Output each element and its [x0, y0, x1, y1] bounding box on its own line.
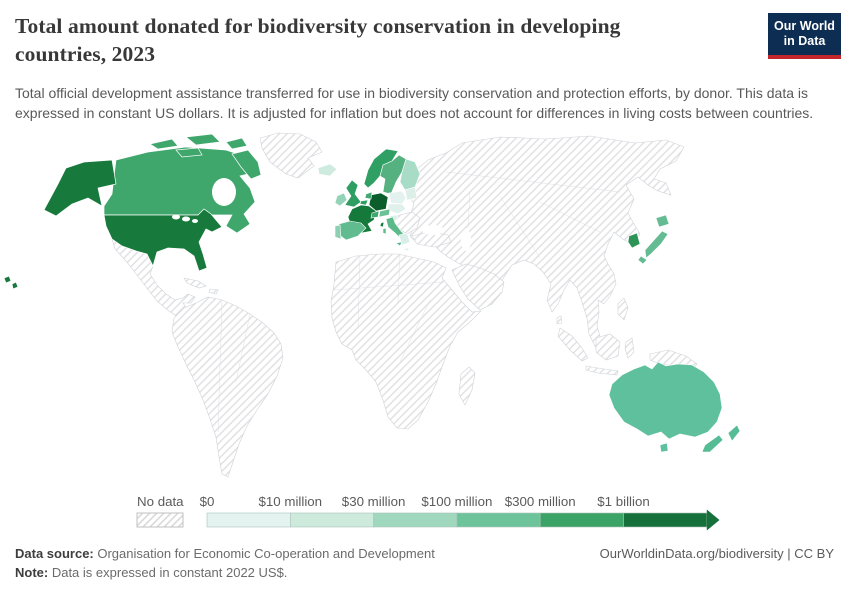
legend-tick-3: $100 million: [421, 494, 492, 509]
country-japan[interactable]: [637, 214, 670, 265]
country-finland[interactable]: [399, 158, 421, 191]
great-lakes: [172, 214, 198, 223]
country-canada-arctic-3: [225, 137, 248, 150]
region-cuba-nodata: [183, 277, 207, 289]
note-value: Data is expressed in constant 2022 US$.: [48, 565, 288, 580]
owid-logo[interactable]: Our World in Data: [768, 13, 841, 59]
country-canada-group[interactable]: [103, 133, 262, 234]
country-canada-baffin: [231, 149, 262, 180]
country-australia[interactable]: [608, 361, 723, 440]
legend-bin-2[interactable]: [373, 512, 458, 528]
data-source-value: Organisation for Economic Co-operation a…: [93, 546, 435, 561]
caspian-sea: [461, 229, 471, 251]
region-greenland-nodata: [259, 132, 323, 179]
footer-note: Note: Data is expressed in constant 2022…: [15, 565, 287, 580]
region-philippines-nodata: [617, 297, 629, 321]
legend-bin-0[interactable]: [206, 512, 291, 528]
country-south-korea[interactable]: [627, 232, 641, 249]
legend-bin-3[interactable]: [456, 512, 541, 528]
country-switzerland[interactable]: [370, 210, 380, 219]
country-italy-sardinia[interactable]: [382, 227, 387, 235]
note-label: Note:: [15, 565, 49, 580]
legend-tick-4: $300 million: [505, 494, 576, 509]
country-germany[interactable]: [368, 192, 389, 212]
country-canada-arctic-2: [185, 133, 221, 146]
country-greece[interactable]: [398, 232, 411, 252]
world-map: [3, 132, 741, 478]
owid-logo-stripe: [768, 55, 841, 59]
country-italy-sicily[interactable]: [395, 241, 403, 247]
country-usa-mainland: [103, 208, 223, 272]
country-iceland[interactable]: [317, 163, 338, 177]
country-netherlands[interactable]: [364, 191, 373, 200]
country-sweden[interactable]: [379, 154, 407, 195]
border-lines-africa: [333, 253, 445, 363]
map-legend: No data $0 $10 million $30 million $100 …: [136, 494, 720, 531]
footer-citation-link[interactable]: OurWorldinData.org/biodiversity | CC BY: [599, 546, 834, 561]
legend-no-data-swatch[interactable]: [136, 512, 184, 528]
data-source-label: Data source:: [15, 546, 94, 561]
legend-tick-5: $1 billion: [597, 494, 650, 509]
country-usa-group[interactable]: [3, 159, 223, 290]
europe-group: [317, 148, 421, 252]
page-title: Total amount donated for biodiversity co…: [15, 14, 621, 67]
country-australia-tasmania[interactable]: [659, 442, 669, 453]
country-ireland[interactable]: [334, 192, 348, 207]
region-south-america-nodata: [171, 296, 284, 478]
country-canada: [103, 146, 257, 234]
hudson-bay: [212, 178, 236, 206]
country-baltics[interactable]: [404, 186, 418, 201]
country-canada-arctic-1: [149, 138, 179, 150]
country-canada-arctic-4: [175, 147, 203, 158]
chart-subtitle: Total official development assistance tr…: [15, 85, 814, 121]
legend-tick-0: $0: [200, 494, 215, 509]
black-sea: [422, 225, 444, 235]
country-portugal[interactable]: [334, 224, 342, 240]
asia-pacific-group: [608, 214, 741, 453]
country-usa-alaska: [43, 159, 117, 217]
region-borneo-nodata: [595, 333, 621, 361]
region-sri-lanka-nodata: [556, 315, 563, 325]
region-java-nodata: [585, 365, 619, 376]
legend-arrow: [706, 509, 720, 531]
region-sumatra-nodata: [557, 327, 589, 362]
legend-bin-1[interactable]: [289, 512, 374, 528]
legend-bin-5[interactable]: [623, 512, 708, 528]
country-poland[interactable]: [388, 190, 407, 205]
region-hispaniola-nodata: [208, 288, 219, 295]
country-austria[interactable]: [378, 208, 391, 218]
country-spain[interactable]: [337, 220, 367, 241]
region-madagascar-nodata: [458, 366, 476, 406]
country-czechia-hungary[interactable]: [387, 203, 407, 215]
country-usa-hawaii: [3, 275, 19, 290]
border-lines-asia: [445, 171, 621, 259]
country-france-corsica[interactable]: [379, 221, 385, 228]
legend-tick-2: $30 million: [342, 494, 406, 509]
country-belgium[interactable]: [359, 199, 369, 206]
country-united-kingdom[interactable]: [344, 179, 362, 208]
border-lines-south-america: [217, 301, 251, 433]
region-arabia-nodata: [451, 263, 505, 311]
footer-data-source: Data source: Organisation for Economic C…: [15, 546, 435, 561]
region-africa-nodata: [330, 253, 482, 430]
legend-bin-4[interactable]: [539, 512, 624, 528]
country-new-zealand[interactable]: [701, 424, 741, 453]
region-sulawesi-nodata: [624, 337, 635, 359]
legend-no-data-label: No data: [137, 494, 184, 509]
legend-tick-1: $10 million: [259, 494, 323, 509]
owid-logo-box: Our World in Data: [768, 13, 841, 55]
